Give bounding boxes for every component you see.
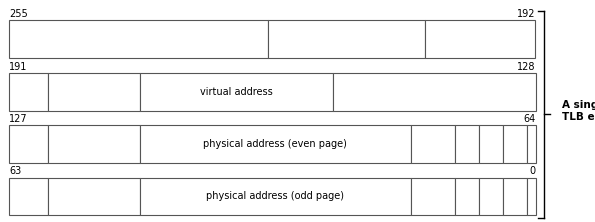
- Bar: [48, 178, 140, 215]
- Bar: [411, 125, 455, 163]
- Bar: [503, 125, 527, 163]
- Bar: [455, 178, 479, 215]
- Text: 192: 192: [517, 9, 536, 19]
- Bar: [48, 125, 140, 163]
- Bar: [268, 20, 425, 58]
- Text: 64: 64: [523, 114, 536, 124]
- Text: 128: 128: [517, 62, 536, 72]
- Bar: [479, 125, 503, 163]
- Bar: [48, 73, 140, 111]
- Text: A single
TLB entry: A single TLB entry: [562, 100, 595, 122]
- Bar: [455, 125, 479, 163]
- Bar: [425, 20, 536, 58]
- Text: virtual address: virtual address: [200, 87, 273, 97]
- Text: 127: 127: [9, 114, 27, 124]
- Text: physical address (even page): physical address (even page): [203, 139, 347, 149]
- Bar: [479, 178, 503, 215]
- Bar: [333, 73, 536, 111]
- Text: 0: 0: [530, 166, 536, 176]
- Text: 255: 255: [9, 9, 28, 19]
- Bar: [140, 73, 333, 111]
- Text: 191: 191: [9, 62, 27, 72]
- Bar: [9, 178, 48, 215]
- Text: 63: 63: [9, 166, 21, 176]
- Bar: [527, 125, 536, 163]
- Bar: [140, 178, 411, 215]
- Text: physical address (odd page): physical address (odd page): [206, 191, 344, 202]
- Bar: [9, 125, 48, 163]
- Bar: [140, 125, 411, 163]
- Bar: [411, 178, 455, 215]
- Bar: [9, 73, 48, 111]
- Bar: [9, 20, 268, 58]
- Bar: [527, 178, 536, 215]
- Bar: [503, 178, 527, 215]
